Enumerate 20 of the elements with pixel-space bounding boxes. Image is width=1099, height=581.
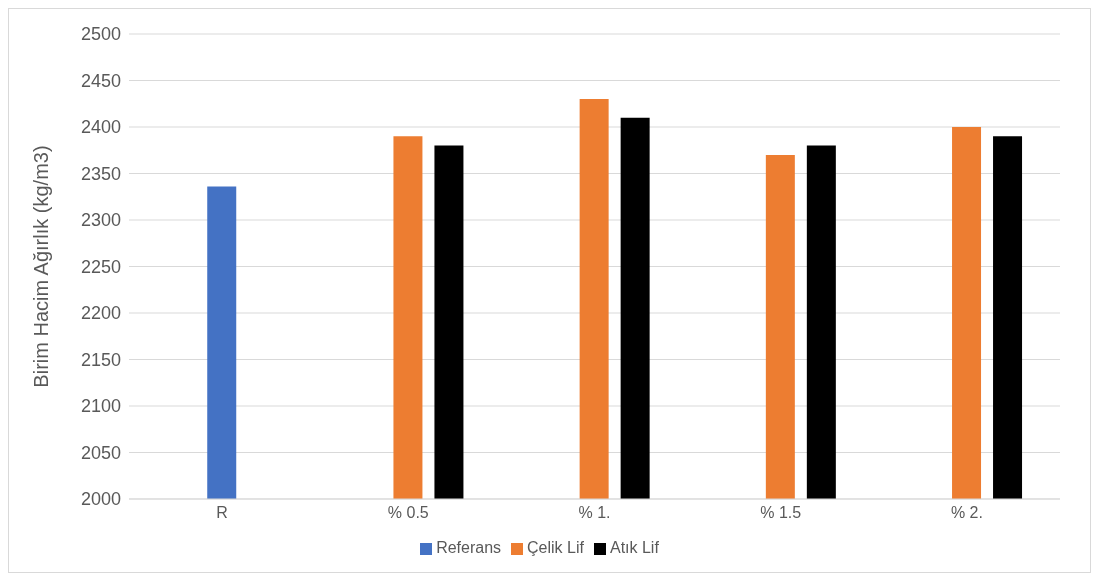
y-tick-label: 2050 (80, 442, 121, 463)
y-tick-label: 2300 (80, 210, 121, 231)
x-tick-label: R (216, 504, 228, 522)
y-tick-label: 2450 (80, 70, 121, 91)
y-tick-label: 2100 (80, 396, 121, 417)
x-tick-label: % 2. (950, 504, 983, 522)
x-tick-label: % 0.5 (387, 504, 429, 522)
y-axis-title: Birim Hacim Ağırlık (kg/m3) (30, 145, 53, 388)
y-tick-label: 2350 (80, 163, 121, 184)
y-tick-label: 2200 (80, 303, 121, 324)
legend-label: Çelik Lif (527, 539, 584, 556)
legend-label: Referans (436, 539, 502, 556)
x-tick-label: % 1.5 (760, 504, 802, 522)
y-tick-label: 2250 (80, 256, 121, 277)
y-tick-label: 2150 (80, 349, 121, 370)
x-tick-label: % 1. (578, 504, 611, 522)
y-tick-label: 2000 (80, 489, 121, 510)
legend-label: Atık Lif (609, 539, 659, 556)
y-tick-label: 2400 (80, 117, 121, 138)
y-tick-label: 2500 (80, 24, 121, 45)
